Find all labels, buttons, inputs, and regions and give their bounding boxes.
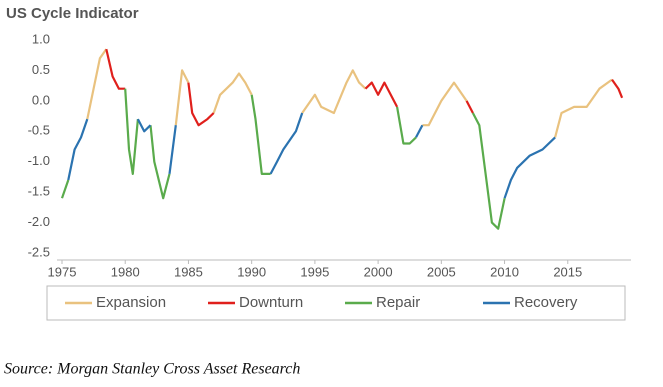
legend-label: Downturn (239, 294, 303, 311)
legend-label: Repair (376, 294, 420, 311)
chart-title: US Cycle Indicator (6, 5, 139, 22)
series-line (60, 88, 506, 230)
series-line (105, 48, 624, 127)
x-tick-label: 1995 (300, 264, 329, 279)
y-tick-label: -1.0 (28, 153, 50, 168)
legend-box (46, 285, 626, 321)
y-tick-label: -1.5 (28, 184, 50, 199)
legend-label: Recovery (514, 294, 578, 311)
y-tick-label: 0.0 (32, 92, 50, 107)
y-tick-label: -2.0 (28, 214, 50, 229)
x-tick-label: 2010 (490, 264, 519, 279)
y-tick-label: -2.5 (28, 244, 50, 259)
x-tick-label: 2015 (553, 264, 582, 279)
x-tick-label: 1985 (174, 264, 203, 279)
x-tick-label: 1975 (48, 264, 77, 279)
y-tick-label: 1.0 (32, 31, 50, 46)
x-tick-label: 2000 (364, 264, 393, 279)
x-tick-label: 2005 (427, 264, 456, 279)
legend-label: Expansion (96, 294, 166, 311)
x-tick-label: 1980 (111, 264, 140, 279)
y-tick-label: 0.5 (32, 62, 50, 77)
x-tick-label: 1990 (237, 264, 266, 279)
source-note: Source: Morgan Stanley Cross Asset Resea… (4, 361, 300, 378)
y-tick-label: -0.5 (28, 123, 50, 138)
series-line (86, 48, 613, 138)
series-line (67, 112, 556, 199)
